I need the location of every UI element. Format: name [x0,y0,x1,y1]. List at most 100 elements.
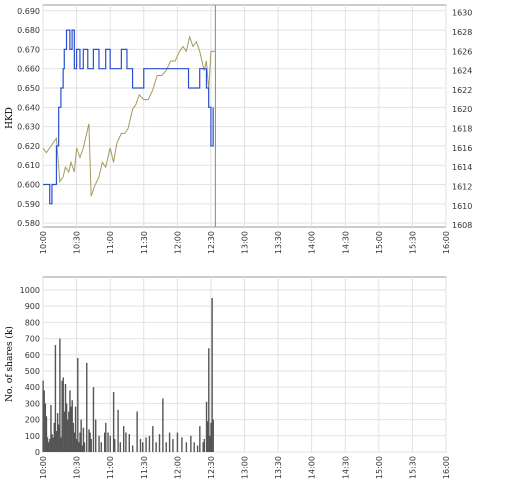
volume-chart: 10:00 10:30 11:00 11:30 12:00 12:30 13:00 13:30… [4,276,451,479]
volume-bar [45,416,48,452]
volume-bar [145,437,147,452]
volume-bar [125,432,127,452]
volume-bar [100,442,103,452]
left-tick-label: 0.690 [17,7,40,16]
volume-bar [43,390,45,452]
volume-tick-label: 300 [25,399,40,408]
volume-bar [98,435,100,452]
volume-bar [210,422,212,452]
price-line [43,29,214,205]
volume-bar [64,383,67,452]
volume-tick-label: 0 [35,448,40,457]
price-x-tick-label: 14:00 [308,231,317,254]
volume-bar [68,411,70,452]
right-tick-label: 1618 [452,125,472,134]
price-right-axis: 1608 1610 1612 1614 1616 1618 1620 1622 1624 1626… [452,9,472,230]
price-x-tick-label: 12:00 [173,231,182,254]
volume-bar [52,437,54,452]
volume-bar [59,338,61,452]
price-x-tick-label: 16:00 [442,231,451,254]
volume-bar [70,406,72,452]
price-left-axis: 0.580 0.590 0.600 0.610 0.620 0.630 0.640 0.650… [17,7,40,228]
volume-bar [196,445,199,452]
volume-bar [168,432,171,452]
volume-bar [203,439,205,452]
volume-tick-label: 600 [25,351,40,360]
volume-bar [209,435,211,452]
price-y-label: HKD [5,107,15,129]
price-x-tick-label: 11:00 [106,231,115,254]
volume-bar [142,442,144,452]
volume-bar [51,434,53,452]
left-tick-label: 0.660 [17,65,40,74]
volume-bar [74,406,77,452]
volume-bar [148,435,151,452]
left-tick-label: 0.650 [17,84,40,93]
volume-bar [158,434,161,452]
volume-bar [128,434,130,452]
volume-bars [42,298,214,452]
volume-bar [205,401,208,452]
volume-bar [63,411,66,452]
volume-bar [73,432,76,452]
left-tick-label: 0.670 [17,45,40,54]
left-tick-label: 0.580 [17,219,40,228]
volume-bar [62,377,64,452]
volume-bar [211,298,213,452]
volume-bar [71,400,73,452]
volume-bar [190,435,192,452]
volume-bar [42,380,44,452]
price-x-tick-label: 15:30 [408,231,417,254]
volume-bar [136,411,138,452]
volume-bar [69,390,71,452]
right-tick-label: 1624 [452,67,472,76]
volume-bar [61,380,63,452]
volume-bar [81,445,83,452]
volume-x-tick-label: 12:30 [207,456,216,479]
volume-tick-label: 1000 [20,286,40,295]
volume-bar [152,426,154,452]
volume-bar [78,442,80,452]
volume-bar [185,442,188,452]
volume-bar [119,442,122,452]
right-tick-label: 1616 [452,144,472,153]
volume-bar [109,435,111,452]
volume-bar [208,348,210,452]
volume-bar [206,421,209,452]
right-tick-label: 1608 [452,221,472,230]
volume-bar [77,358,79,452]
volume-bar [86,362,88,452]
price-x-tick-label: 11:30 [140,231,149,254]
volume-bar [80,419,82,452]
right-tick-label: 1626 [452,47,472,56]
volume-tick-label: 100 [25,432,40,441]
price-chart: 10:00 10:30 11:00 11:30 12:00 12:30 13:00 13:30… [5,4,472,254]
volume-bar [162,398,164,452]
index-line [42,35,216,197]
right-tick-label: 1614 [452,163,472,172]
volume-bar [92,387,95,452]
left-tick-label: 0.640 [17,103,40,112]
volume-bar [56,413,59,452]
volume-y-axis: 0 100 200 300 400 500 600 700 800 900 1000 [20,286,40,457]
price-x-tick-label: 13:00 [241,231,250,254]
price-x-axis: 10:00 10:30 11:00 11:30 12:00 12:30 13:00 13:30… [39,231,451,254]
volume-bar [202,442,204,452]
volume-x-tick-label: 11:00 [106,456,115,479]
volume-x-axis: 10:00 10:30 11:00 11:30 12:00 12:30 13:00 13:30… [39,456,451,479]
volume-bar [49,439,51,452]
volume-bar [117,409,119,452]
right-tick-label: 1620 [452,105,472,114]
volume-x-tick-label: 14:30 [341,456,350,479]
volume-bar [172,439,174,452]
volume-x-tick-label: 10:00 [39,456,48,479]
volume-bar [82,427,85,452]
volume-tick-label: 800 [25,318,40,327]
volume-x-tick-label: 10:30 [73,456,82,479]
volume-bar [131,445,134,452]
volume-bar [88,429,90,452]
right-tick-label: 1630 [452,9,472,18]
volume-bar [155,442,157,452]
volume-bar [79,432,81,452]
